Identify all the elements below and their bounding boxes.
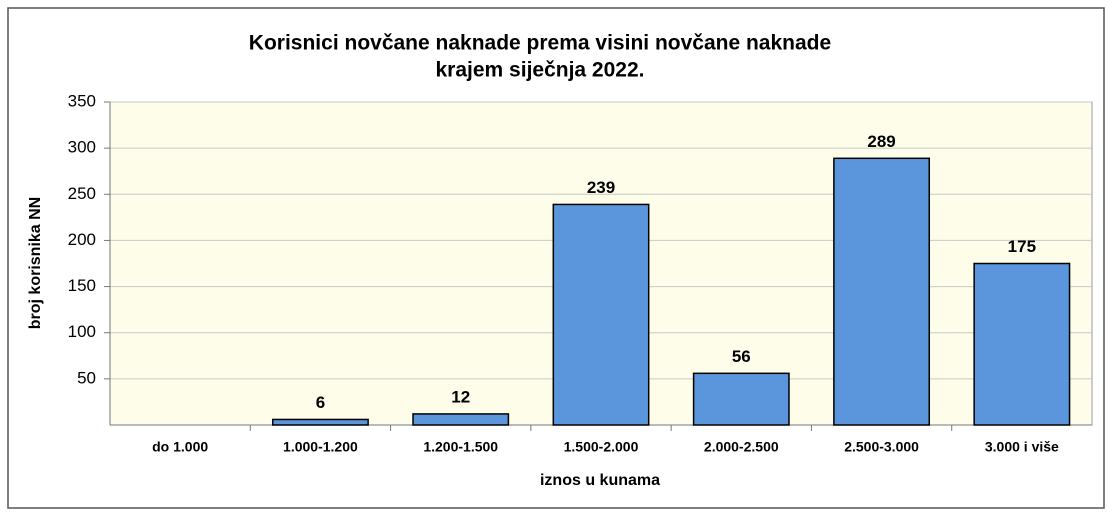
x-tick-label: 3.000 i više bbox=[985, 439, 1059, 455]
x-tick-label: 1.200-1.500 bbox=[423, 439, 498, 455]
x-tick-label: 1.000-1.200 bbox=[283, 439, 358, 455]
y-tick-label: 50 bbox=[77, 368, 96, 387]
y-tick-label: 200 bbox=[68, 230, 96, 249]
y-tick-label: 150 bbox=[68, 276, 96, 295]
x-axis-label: iznos u kunama bbox=[540, 472, 660, 489]
x-tick-label: 2.000-2.500 bbox=[704, 439, 779, 455]
bar bbox=[973, 262, 1071, 426]
chart-subtitle: krajem siječnja 2022. bbox=[436, 59, 645, 82]
data-label: 12 bbox=[451, 387, 470, 406]
bar bbox=[833, 157, 931, 426]
x-tick-label: 2.500-3.000 bbox=[844, 439, 919, 455]
y-axis-label: broj korisnika NN bbox=[27, 197, 44, 329]
y-tick-label: 250 bbox=[68, 184, 96, 203]
x-tick-label: 1.500-2.000 bbox=[564, 439, 639, 455]
bar bbox=[552, 203, 650, 426]
data-label: 56 bbox=[732, 347, 751, 366]
data-label: 289 bbox=[867, 132, 895, 151]
data-label: 6 bbox=[316, 393, 325, 412]
data-label: 175 bbox=[1008, 237, 1036, 256]
y-tick-label: 350 bbox=[68, 91, 96, 110]
bar bbox=[412, 413, 510, 426]
y-tick-label: 100 bbox=[68, 322, 96, 341]
bar bbox=[271, 418, 369, 426]
bar bbox=[692, 372, 790, 426]
y-tick-label: 300 bbox=[68, 138, 96, 157]
data-label: 239 bbox=[587, 178, 615, 197]
chart-title: Korisnici novčane naknade prema visini n… bbox=[249, 32, 831, 55]
x-tick-label: do 1.000 bbox=[152, 439, 208, 455]
